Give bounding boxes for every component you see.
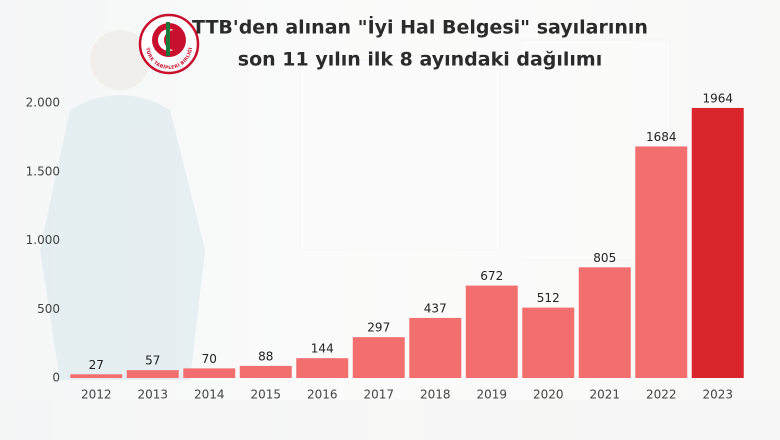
x-tick-label: 2020 <box>533 388 564 402</box>
x-tick-label: 2021 <box>589 388 620 402</box>
value-label: 805 <box>593 251 616 265</box>
bar <box>635 146 688 378</box>
bar <box>578 267 631 378</box>
x-tick-label: 2022 <box>646 388 677 402</box>
x-tick-label: 2019 <box>476 388 507 402</box>
bar <box>239 365 292 378</box>
bar <box>296 358 349 378</box>
y-tick-label: 2.000 <box>26 96 60 110</box>
y-tick-label: 1.000 <box>26 233 60 247</box>
bar <box>691 107 744 378</box>
bar <box>465 285 518 378</box>
value-label: 144 <box>311 342 334 356</box>
y-tick-label: 0 <box>52 371 60 385</box>
x-tick-label: 2014 <box>194 388 225 402</box>
value-label: 437 <box>424 301 447 315</box>
value-label: 297 <box>367 321 390 335</box>
value-label: 27 <box>89 358 104 372</box>
chart-title: TTB'den alınan "İyi Hal Belgesi" sayılar… <box>192 15 648 39</box>
chart-title: son 11 yılın ilk 8 ayındaki dağılımı <box>238 49 602 71</box>
y-tick-label: 1.500 <box>26 164 60 178</box>
bar <box>70 374 123 378</box>
bar <box>409 317 462 378</box>
x-tick-label: 2018 <box>420 388 451 402</box>
bar <box>352 337 405 378</box>
bar <box>126 370 179 378</box>
logo: TÜRK TABİPLERİ BİRLİĞİ <box>138 13 200 75</box>
value-label: 672 <box>480 269 503 283</box>
value-label: 70 <box>202 352 217 366</box>
bar <box>522 307 575 378</box>
x-tick-label: 2016 <box>307 388 338 402</box>
value-label: 1684 <box>646 130 677 144</box>
y-tick-label: 500 <box>37 302 60 316</box>
value-label: 88 <box>258 349 273 363</box>
x-tick-label: 2023 <box>702 388 733 402</box>
bar <box>183 368 236 378</box>
value-label: 512 <box>537 291 560 305</box>
value-label: 57 <box>145 354 160 368</box>
x-tick-label: 2012 <box>81 388 112 402</box>
x-tick-label: 2013 <box>137 388 168 402</box>
x-tick-label: 2015 <box>250 388 281 402</box>
value-label: 1964 <box>702 91 733 105</box>
x-tick-label: 2017 <box>363 388 394 402</box>
